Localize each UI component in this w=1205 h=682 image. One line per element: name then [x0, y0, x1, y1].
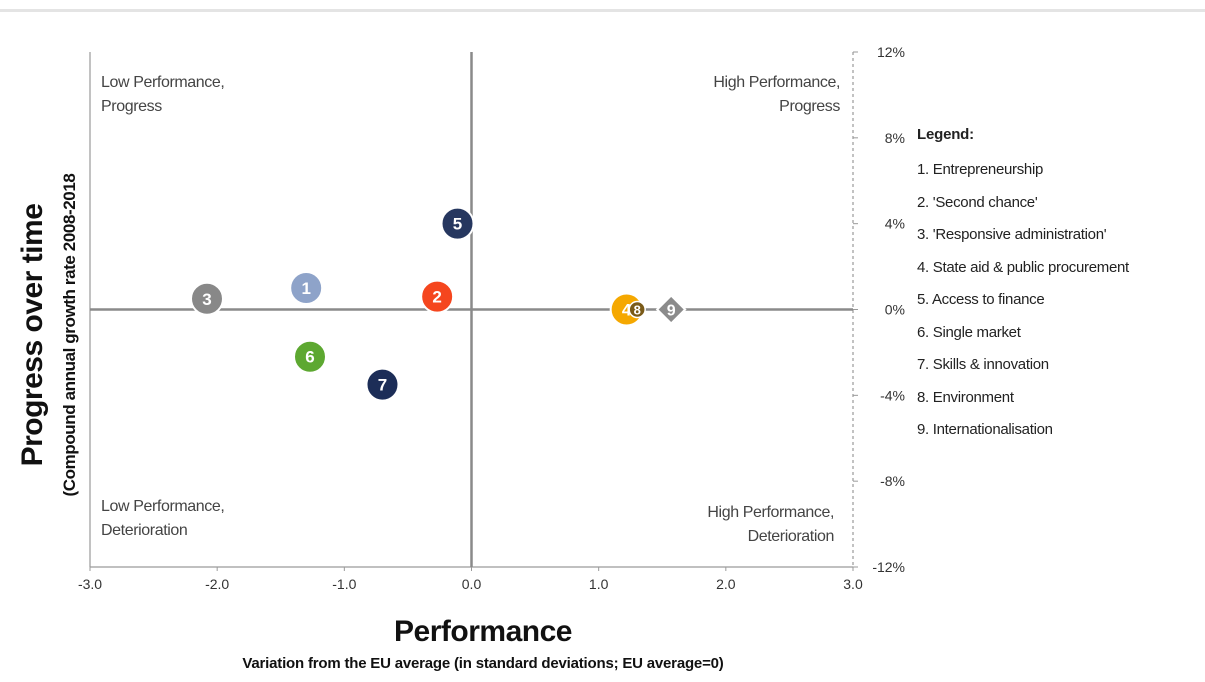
legend-item: 5. Access to finance: [917, 291, 1045, 308]
quadrant-labels: Low Performance, Progress High Performance…: [101, 74, 841, 545]
y-axis-subtitle: (Compound annual growth rate 2008-2018: [60, 173, 79, 497]
data-point-label-8: 8: [634, 303, 641, 318]
x-axis-title: Performance: [394, 615, 572, 648]
quadrant-label-top-left: Low Performance,: [101, 74, 224, 91]
data-point-label-5: 5: [453, 215, 462, 234]
legend-title: Legend:: [917, 126, 974, 143]
x-tick-label: -2.0: [205, 576, 229, 592]
tick-labels: -3.0 -2.0 -1.0 0.0 1.0 2.0 3.0 12% 8% 4% 0% -4% -8% -…: [78, 44, 905, 592]
x-tick-label: -3.0: [78, 576, 102, 592]
legend-item: 8. Environment: [917, 388, 1014, 406]
legend-item: 7. Skills & innovation: [917, 356, 1049, 373]
top-divider: [0, 9, 1205, 12]
legend-item: 1. Entrepreneurship: [917, 161, 1044, 178]
legend: Legend: 1. Entrepreneurship 2. 'Second c…: [917, 126, 1197, 453]
data-point-label-6: 6: [305, 348, 314, 367]
quadrant-label-bottom-left: Low Performance,: [101, 498, 224, 515]
legend-item: 2. 'Second chance': [917, 193, 1038, 211]
data-point-label-3: 3: [202, 290, 211, 309]
data-point-label-9: 9: [667, 303, 676, 320]
data-point-7: [365, 367, 400, 402]
y-axis-title: Progress over time: [16, 203, 49, 467]
y-tick-label: -12%: [872, 559, 905, 575]
x-tick-label: 2.0: [716, 576, 736, 592]
y-tick-label: 0%: [885, 302, 905, 318]
legend-item: 9. Internationalisation: [917, 421, 1053, 438]
data-point-label-7: 7: [378, 376, 387, 395]
y-tick-label: -8%: [880, 473, 905, 489]
data-point-8: [628, 300, 646, 319]
data-points: 1 2 3 4 8 5 6 7 9: [189, 206, 687, 402]
quadrant-label-top-left: Progress: [101, 98, 162, 115]
data-point-3: [189, 281, 224, 316]
data-point-label-2: 2: [432, 288, 441, 307]
y-axis-title-group: Progress over time (Compound annual grow…: [16, 100, 96, 570]
data-point-6: [292, 339, 327, 374]
quadrant-label-bottom-left: Deterioration: [101, 522, 187, 539]
legend-item: 4. State aid & public procurement: [917, 258, 1129, 276]
x-axis-subtitle: Variation from the EU average (in standa…: [242, 655, 724, 672]
data-point-1: [289, 271, 324, 306]
x-tick-label: -1.0: [332, 576, 356, 592]
data-point-5: [440, 206, 475, 241]
quadrant-label-top-right: Progress: [779, 98, 840, 115]
quadrant-label-top-right: High Performance,: [713, 74, 840, 91]
y-tick-label: -4%: [880, 387, 905, 403]
y-tick-label: 8%: [885, 130, 905, 146]
quadrant-label-bottom-right: High Performance,: [707, 504, 834, 521]
x-tick-label: 3.0: [843, 576, 863, 592]
x-tick-label: 1.0: [589, 576, 609, 592]
quadrant-label-bottom-right: Deterioration: [748, 528, 834, 545]
legend-item: 6. Single market: [917, 323, 1021, 341]
x-tick-label: 0.0: [462, 576, 482, 592]
data-point-2: [420, 279, 455, 314]
legend-item: 3. 'Responsive administration': [917, 226, 1107, 243]
data-point-label-4: 4: [622, 301, 632, 320]
data-point-label-1: 1: [301, 279, 310, 298]
y-tick-label: 4%: [885, 216, 905, 232]
y-tick-label: 12%: [877, 44, 905, 60]
data-point-9: [655, 294, 687, 325]
